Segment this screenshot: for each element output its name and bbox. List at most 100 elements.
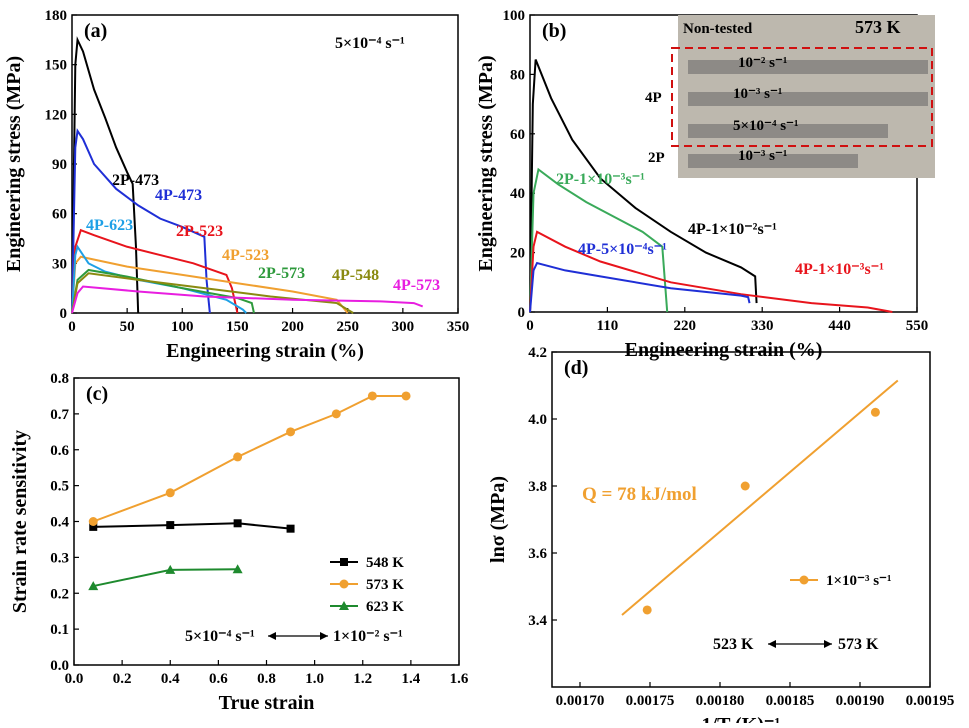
marker: [642, 605, 652, 615]
y-tick-label: 4.0: [528, 412, 547, 428]
y-tick-label: 0.8: [50, 371, 69, 387]
legend-label: 573 K: [366, 577, 404, 593]
x-tick-label: 330: [751, 318, 774, 334]
annotation: 1×10⁻² s⁻¹: [333, 628, 403, 645]
x-tick-label: 350: [447, 319, 470, 335]
y-tick-label: 90: [52, 157, 67, 173]
x-tick-label: 0.00185: [766, 693, 815, 709]
inset-label: 10⁻³ s⁻¹: [733, 86, 782, 102]
x-tick-label: 0.2: [113, 671, 132, 687]
x-tick-label: 0.00190: [836, 693, 885, 709]
x-tick-label: 250: [336, 319, 359, 335]
y-tick-label: 0.5: [50, 479, 69, 495]
specimen: [688, 60, 928, 74]
inset-label: 10⁻³ s⁻¹: [738, 148, 787, 164]
x-tick-label: 1.0: [305, 671, 324, 687]
series-line: [71, 255, 349, 314]
inset-label: 2P: [648, 150, 665, 166]
x-tick-label: 50: [120, 319, 135, 335]
y-tick-label: 0.3: [50, 550, 69, 566]
x-axis-label: Engineering strain (%): [166, 340, 364, 362]
x-tick-label: 110: [597, 318, 619, 334]
marker: [165, 488, 175, 498]
x-tick-label: 0.0: [65, 671, 84, 687]
series-label: 4P-1×10⁻³s⁻¹: [795, 261, 884, 278]
arrow-head: [268, 632, 276, 640]
x-tick-label: 220: [674, 318, 697, 334]
inset-label: 5×10⁻⁴ s⁻¹: [733, 118, 798, 134]
x-tick-label: 300: [392, 319, 415, 335]
arrow-head: [768, 640, 776, 648]
x-tick-label: 100: [171, 319, 194, 335]
annotation: 5×10⁻⁴ s⁻¹: [335, 35, 405, 52]
legend-label: 623 K: [366, 599, 404, 615]
marker: [232, 564, 243, 574]
x-tick-label: 0.4: [161, 671, 180, 687]
marker: [340, 558, 348, 566]
inset-label: 573 K: [855, 17, 901, 37]
marker: [286, 524, 295, 533]
y-tick-label: 3.8: [528, 479, 547, 495]
x-tick-label: 1.2: [353, 671, 372, 687]
y-axis-label: Strain rate sensitivity: [9, 430, 31, 613]
marker: [89, 522, 98, 531]
specimen: [688, 154, 858, 168]
plot-frame: [73, 377, 460, 666]
x-axis-label: Engineering strain (%): [625, 339, 823, 361]
specimen: [688, 124, 888, 138]
annotation: Q = 78 kJ/mol: [582, 484, 697, 505]
marker: [339, 579, 349, 589]
x-axis-label: True strain: [219, 692, 315, 714]
y-tick-label: 180: [45, 8, 68, 24]
series-label: 4P-573: [393, 277, 440, 294]
y-tick-label: 80: [510, 67, 525, 83]
inset-label: 10⁻² s⁻¹: [738, 55, 787, 71]
y-tick-label: 40: [510, 186, 525, 202]
series-label: 4P-5×10⁻⁴s⁻¹: [578, 241, 667, 258]
y-tick-label: 3.4: [528, 613, 547, 629]
series-label: 2P-573: [258, 265, 305, 282]
series-label: 4P-548: [332, 267, 379, 284]
x-axis-label: 1/T (K)⁻¹: [702, 714, 781, 723]
y-tick-label: 0: [518, 305, 526, 321]
marker: [233, 452, 243, 462]
marker: [870, 407, 880, 417]
inset-label: Non-tested: [683, 21, 753, 37]
y-tick-label: 0.2: [50, 586, 69, 602]
marker: [165, 564, 176, 574]
y-axis-label: Engineering stress (MPa): [3, 56, 25, 272]
marker: [88, 581, 99, 591]
series-label: 4P-523: [222, 247, 269, 264]
x-tick-label: 0.00180: [696, 693, 745, 709]
series-line: [529, 261, 751, 313]
marker: [233, 519, 242, 528]
annotation: 573 K: [838, 636, 879, 653]
x-tick-label: 1.4: [402, 671, 421, 687]
x-tick-label: 440: [828, 318, 851, 334]
marker: [339, 601, 349, 610]
series-label: 2P-523: [176, 223, 223, 240]
marker: [799, 575, 809, 585]
x-tick-label: 0.00195: [906, 693, 955, 709]
marker: [88, 517, 98, 526]
x-tick-label: 0.00170: [556, 693, 605, 709]
series-label: 4P-623: [86, 217, 133, 234]
series-line: [529, 59, 758, 313]
x-tick-label: 550: [906, 318, 929, 334]
marker: [401, 391, 411, 401]
series-label: 4P-1×10⁻²s⁻¹: [688, 221, 777, 238]
series-line: [71, 128, 211, 314]
x-tick-label: 0: [68, 319, 76, 335]
series-line: [93, 522, 291, 530]
series-label: 4P-473: [155, 187, 202, 204]
x-tick-label: 0.00175: [626, 693, 675, 709]
x-tick-label: 0.6: [209, 671, 228, 687]
y-tick-label: 150: [45, 58, 68, 74]
series-label: 2P-473: [112, 172, 159, 189]
series-line: [71, 285, 424, 314]
x-tick-label: 200: [281, 319, 304, 335]
series-line: [71, 272, 354, 314]
series-line: [529, 230, 893, 313]
y-axis-label: Engineering stress (MPa): [475, 55, 497, 271]
